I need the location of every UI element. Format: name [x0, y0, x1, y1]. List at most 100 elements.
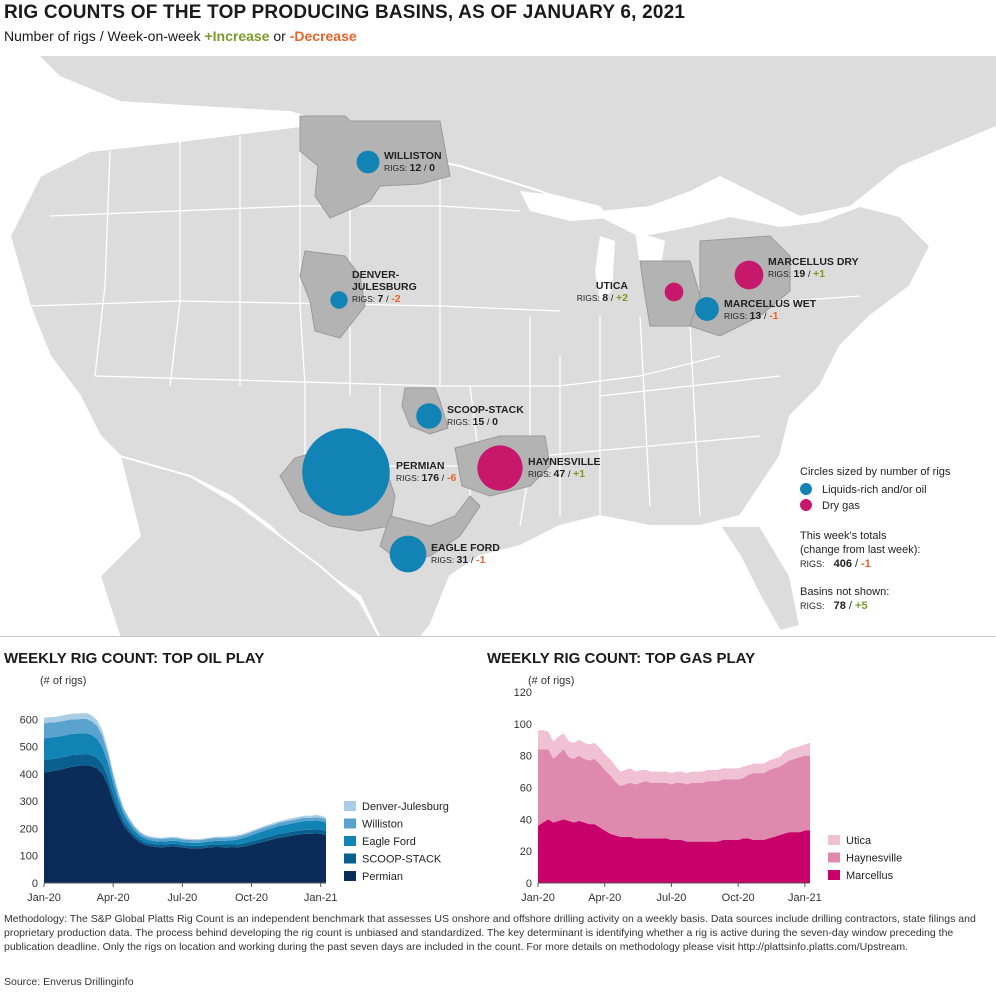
legend-gas-label: Dry gas — [822, 500, 860, 512]
area-series — [538, 749, 810, 842]
area-series — [538, 730, 810, 786]
y-tick-label: 100 — [514, 719, 532, 731]
x-tick-label: Jul-20 — [656, 892, 686, 904]
legend-label: Utica — [846, 835, 872, 847]
x-tick-label: Oct-20 — [722, 892, 755, 904]
legend-swatch — [344, 853, 356, 864]
totals-value: RIGS: 406 / -1 — [800, 558, 871, 570]
y-tick-label: 20 — [520, 846, 532, 858]
basin-circle — [416, 403, 442, 429]
basin-rigs: RIGS: 12 / 0 — [384, 162, 435, 174]
area-series — [44, 719, 326, 843]
totals-title-1: This week's totals — [800, 530, 887, 542]
x-tick-label: Jul-20 — [167, 892, 197, 904]
totals-change: -1 — [861, 558, 871, 570]
basin-rigs: RIGS: 176 / -6 — [396, 472, 456, 484]
legend-swatch — [828, 870, 840, 880]
basin-name-line2: JULESBURG — [352, 281, 417, 293]
area-series — [44, 765, 326, 883]
legend-swatch — [828, 835, 840, 845]
methodology-text: Methodology: The S&P Global Platts Rig C… — [4, 913, 976, 953]
y-tick-label: 400 — [20, 769, 38, 781]
basin-name: SCOOP-STACK — [447, 404, 524, 416]
x-tick-label: Apr-20 — [588, 892, 621, 904]
x-tick-label: Apr-20 — [97, 892, 130, 904]
basin-rigs: RIGS: 19 / +1 — [768, 268, 825, 280]
not-shown-change: +5 — [855, 600, 868, 612]
basin-rigs: RIGS: 15 / 0 — [447, 416, 498, 428]
section-divider — [0, 636, 996, 637]
x-tick-label: Jan-20 — [27, 892, 61, 904]
y-unit-label: (# of rigs) — [40, 675, 86, 687]
y-tick-label: 300 — [20, 796, 38, 808]
y-tick-label: 40 — [520, 814, 532, 826]
subtitle-increase: +Increase — [204, 28, 270, 44]
oil-chart-title: WEEKLY RIG COUNT: TOP OIL PLAY — [4, 650, 265, 667]
legend-oil-swatch — [800, 483, 812, 495]
not-shown-rigs: 78 — [834, 600, 846, 612]
gas-chart: (# of rigs) 0 20 40 60 80 100 120 Jan-20 Apr-20 Ju… — [514, 675, 903, 904]
legend-label: SCOOP-STACK — [362, 854, 442, 866]
basin-circle — [302, 428, 390, 516]
y-tick-label: 60 — [520, 783, 532, 795]
not-shown-title: Basins not shown: — [800, 586, 889, 598]
y-tick-label: 0 — [32, 878, 38, 890]
legend-label: Eagle Ford — [362, 836, 416, 848]
legend-swatch — [344, 801, 356, 811]
y-tick-label: 0 — [526, 878, 532, 890]
not-shown-rigs-label: RIGS: — [800, 601, 825, 611]
x-tick-label: Jan-20 — [521, 892, 555, 904]
legend-label: Denver-Julesburg — [362, 801, 449, 813]
source-text: Source: Enverus Drillinginfo — [4, 976, 134, 988]
gas-chart-title: WEEKLY RIG COUNT: TOP GAS PLAY — [487, 650, 756, 667]
totals-rigs: 406 — [834, 558, 852, 570]
area-series — [44, 753, 326, 849]
lake-michigan — [595, 236, 615, 301]
land-florida — [718, 525, 802, 633]
legend-swatch — [344, 818, 356, 829]
y-tick-label: 600 — [20, 714, 38, 726]
totals-title-2: (change from last week): — [800, 544, 920, 556]
area-series — [538, 819, 810, 883]
legend-title: Circles sized by number of rigs — [800, 466, 951, 478]
legend-gas-swatch — [800, 499, 812, 511]
land-north — [40, 56, 996, 216]
basin-circle — [356, 150, 380, 174]
subtitle-or: or — [273, 28, 286, 44]
basin-circle — [389, 535, 427, 573]
legend-swatch — [828, 852, 840, 863]
legend-label: Permian — [362, 871, 403, 883]
x-tick-label: Jan-21 — [788, 892, 822, 904]
basin-name: MARCELLUS DRY — [768, 256, 859, 268]
y-tick-label: 120 — [514, 687, 532, 699]
lake-superior — [520, 191, 610, 221]
basin-name: DENVER- — [352, 269, 400, 281]
legend-label: Haynesville — [846, 853, 902, 865]
basin-name: HAYNESVILLE — [528, 456, 601, 468]
map-legend: Circles sized by number of rigs Liquids-… — [800, 466, 951, 612]
legend-swatch — [344, 871, 356, 881]
totals-rigs-label: RIGS: — [800, 559, 825, 569]
legend-oil-label: Liquids-rich and/or oil — [822, 484, 927, 496]
legend-label: Marcellus — [846, 870, 894, 882]
basin-name: EAGLE FORD — [431, 542, 500, 554]
y-tick-label: 500 — [20, 742, 38, 754]
basin-rigs: RIGS: 13 / -1 — [724, 310, 779, 322]
land-south — [98, 454, 382, 638]
basin-name: WILLISTON — [384, 150, 442, 162]
basin-name: MARCELLUS WET — [724, 298, 817, 310]
basin-name: UTICA — [596, 280, 628, 292]
y-tick-label: 200 — [20, 823, 38, 835]
x-tick-label: Oct-20 — [235, 892, 268, 904]
area-series — [44, 733, 326, 846]
basin-rigs: RIGS: 47 / +1 — [528, 468, 585, 480]
basin-rigs: RIGS: 31 / -1 — [431, 554, 486, 566]
legend-label: Williston — [362, 819, 403, 831]
basin-name: PERMIAN — [396, 460, 444, 472]
y-tick-label: 100 — [20, 851, 38, 863]
basin-rigs: RIGS: 7 / -2 — [352, 293, 401, 305]
basin-rigs: RIGS: 8 / +2 — [577, 292, 628, 304]
basin-circle — [330, 291, 348, 309]
basin-circle — [734, 260, 764, 290]
